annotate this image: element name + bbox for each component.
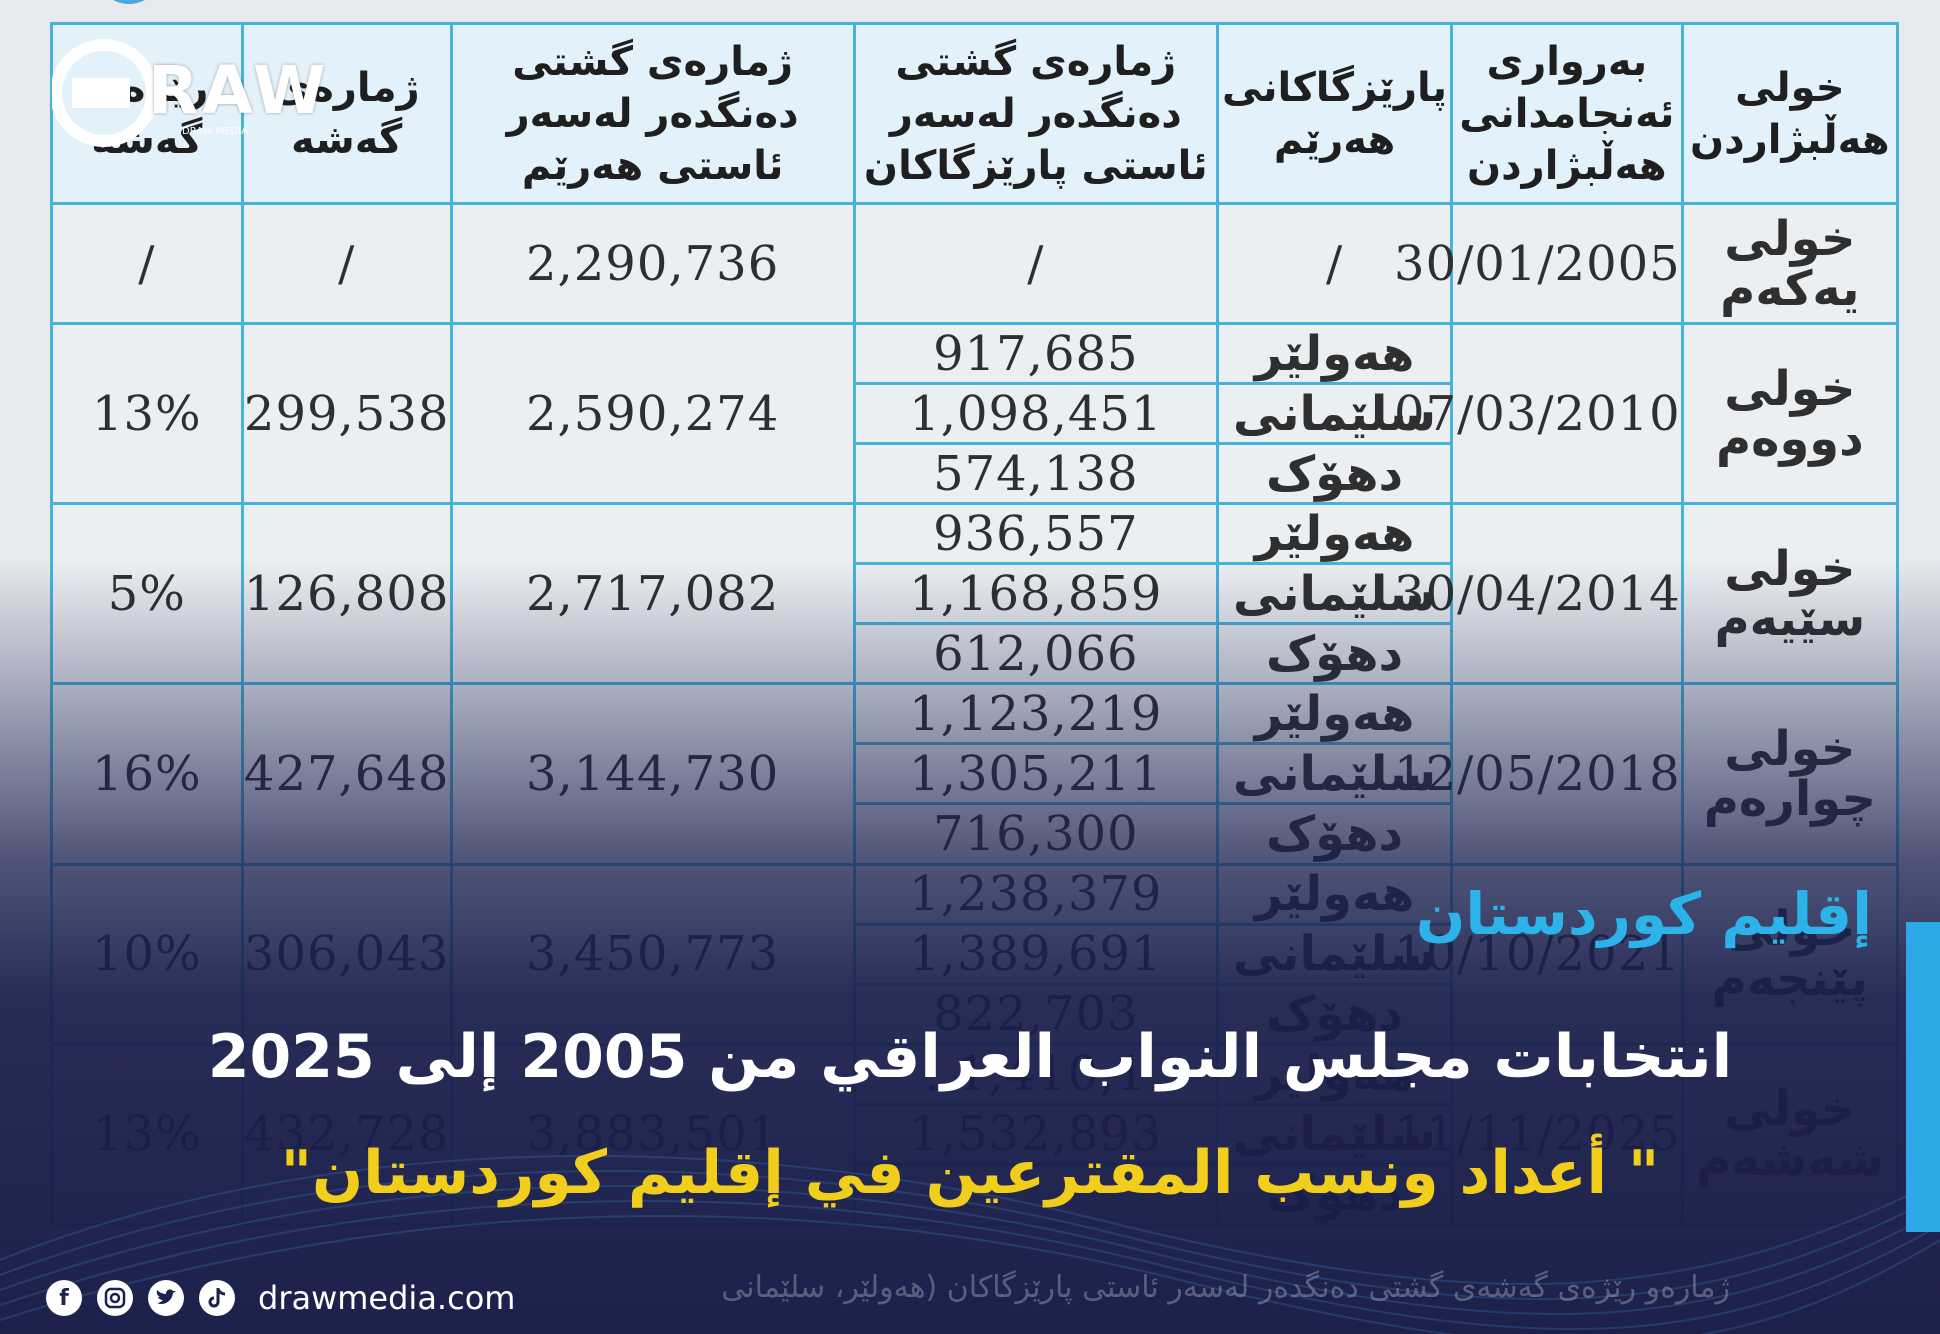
- side-accent-bar: [1906, 922, 1940, 1232]
- twitter-icon[interactable]: [148, 1280, 184, 1316]
- region-label: إقليم كوردستان: [1415, 880, 1872, 948]
- voters-cell: /: [852, 201, 1220, 326]
- header-voters-region: ژمارەی گشتی دەنگدەر لەسەر ئاستی هەرێم: [449, 22, 856, 205]
- table-row: خولی یەکەم 30/01/2005 / / 2,290,736 / /: [50, 201, 1900, 326]
- table-row: خولی چوارەم 12/05/2018 هەولێر 1,123,219 …: [50, 682, 1900, 866]
- governorate-cell: هەولێر: [1216, 502, 1453, 566]
- governorate-cell: هەولێر: [1216, 322, 1453, 386]
- subtitle: " أعداد ونسب المقترعين في إقليم كوردستان…: [280, 1138, 1660, 1208]
- governorate-cell: سلێمانی: [1216, 562, 1453, 626]
- tiktok-icon[interactable]: [199, 1280, 235, 1316]
- facebook-icon[interactable]: f: [46, 1280, 82, 1316]
- total-cell: 2,290,736: [449, 201, 856, 326]
- voters-cell: 1,305,211: [852, 742, 1220, 806]
- voters-cell: 716,300: [852, 802, 1220, 866]
- voters-cell: 574,138: [852, 442, 1220, 506]
- voters-cell: 917,685: [852, 322, 1220, 386]
- footer: f drawmedia.com: [46, 1276, 515, 1320]
- voters-cell: 1,123,219: [852, 682, 1220, 746]
- growth-cell: 299,538: [240, 322, 453, 506]
- growth-rate-cell: 13%: [50, 322, 244, 506]
- round-cell: خولی چوارەم: [1680, 682, 1900, 866]
- round-cell: خولی یەکەم: [1680, 201, 1900, 326]
- date-cell: 30/04/2014: [1394, 502, 1684, 686]
- main-title: انتخابات مجلس النواب العراقي من 2005 إلى…: [207, 1022, 1733, 1092]
- voters-cell: 1,238,379: [852, 862, 1220, 926]
- governorate-cell: دهۆک: [1216, 802, 1453, 866]
- table-row: خولی سێیەم 30/04/2014 هەولێر 936,557 2,7…: [50, 502, 1900, 686]
- round-cell: خولی سێیەم: [1680, 502, 1900, 686]
- growth-rate-cell: 5%: [50, 502, 244, 686]
- logo-subtext: DRAW MEDIA: [182, 126, 249, 137]
- voters-cell: 936,557: [852, 502, 1220, 566]
- growth-cell: 126,808: [240, 502, 453, 686]
- growth-cell: 427,648: [240, 682, 453, 866]
- footnote: ژمارەو رێژەی گەشەی گشتی دەنگدەر لەسەر ئا…: [721, 1270, 1730, 1305]
- governorate-cell: سلێمانی: [1216, 742, 1453, 806]
- total-cell: 3,144,730: [449, 682, 856, 866]
- header-governorates: پارێزگاکانی هەرێم: [1216, 22, 1453, 205]
- voters-cell: 612,066: [852, 622, 1220, 686]
- total-cell: 3,450,773: [449, 862, 856, 1046]
- growth-rate-cell: 10%: [50, 862, 244, 1046]
- round-cell: خولی دووەم: [1680, 322, 1900, 506]
- governorate-cell: دهۆک: [1216, 442, 1453, 506]
- growth-cell: /: [240, 201, 453, 326]
- governorate-cell: سلێمانی: [1216, 382, 1453, 446]
- header-voters-governorates: ژمارەی گشتی دەنگدەر لەسەر ئاستی پارێزگاک…: [852, 22, 1220, 205]
- date-cell: 12/05/2018: [1394, 682, 1684, 866]
- header-date: بەرواری ئەنجامدانی هەڵبژاردن: [1449, 22, 1684, 205]
- voters-cell: 1,389,691: [852, 922, 1220, 986]
- instagram-icon[interactable]: [97, 1280, 133, 1316]
- governorate-cell: دهۆک: [1216, 622, 1453, 686]
- draw-logo: RAW DRAW MEDIA: [50, 38, 352, 148]
- growth-rate-cell: /: [50, 201, 244, 326]
- growth-cell: 306,043: [240, 862, 453, 1046]
- total-cell: 2,717,082: [449, 502, 856, 686]
- header-round: خولی هەڵبژاردن: [1680, 22, 1900, 205]
- date-cell: 30/01/2005: [1394, 201, 1684, 326]
- date-cell: 07/03/2010: [1394, 322, 1684, 506]
- website-link[interactable]: drawmedia.com: [258, 1279, 516, 1317]
- governorate-cell: هەولێر: [1216, 682, 1453, 746]
- voters-cell: 1,098,451: [852, 382, 1220, 446]
- growth-rate-cell: 16%: [50, 682, 244, 866]
- logo-text: RAW: [148, 52, 329, 129]
- voters-cell: 1,168,859: [852, 562, 1220, 626]
- top-decoration: [96, 0, 162, 4]
- table-row: خولی دووەم 07/03/2010 هەولێر 917,685 2,5…: [50, 322, 1900, 506]
- total-cell: 2,590,274: [449, 322, 856, 506]
